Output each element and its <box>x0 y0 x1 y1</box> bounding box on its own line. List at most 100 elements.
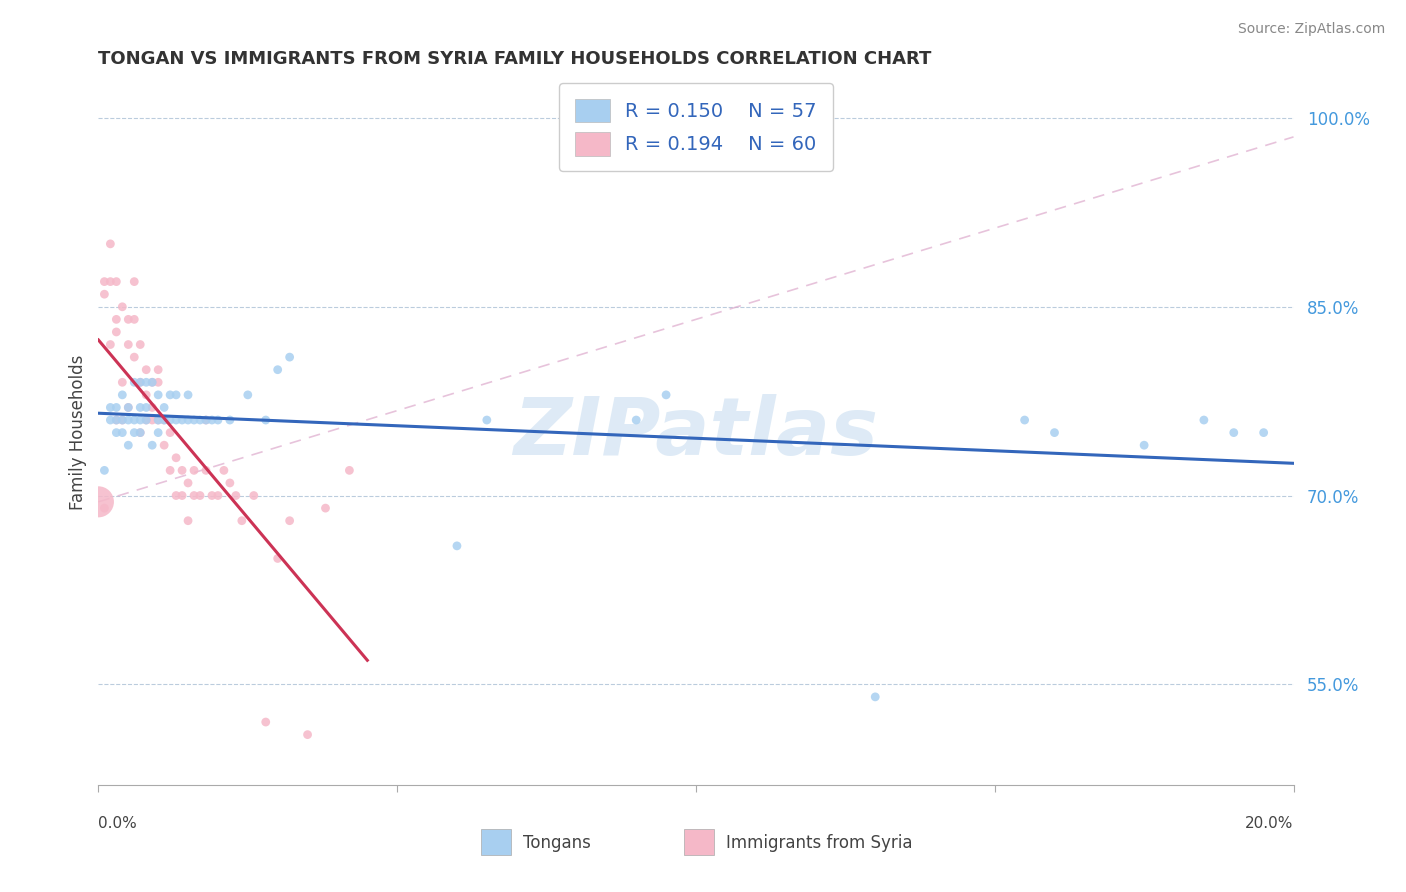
Point <box>865 690 887 704</box>
Point <box>129 425 152 440</box>
Point <box>225 489 247 503</box>
Point <box>111 413 134 427</box>
Point <box>153 438 176 452</box>
Point <box>165 450 187 465</box>
Point <box>117 401 139 415</box>
Point <box>111 413 134 427</box>
Point <box>141 401 163 415</box>
FancyBboxPatch shape <box>481 829 510 855</box>
Point <box>188 489 211 503</box>
Point <box>105 413 128 427</box>
Point <box>159 413 181 427</box>
Legend: R = 0.150    N = 57, R = 0.194    N = 60: R = 0.150 N = 57, R = 0.194 N = 60 <box>560 83 832 171</box>
Point <box>177 413 200 427</box>
Point <box>93 287 115 301</box>
Point <box>124 425 146 440</box>
Point <box>129 425 152 440</box>
Point <box>183 413 205 427</box>
Point <box>135 376 157 390</box>
Point <box>177 388 200 402</box>
Point <box>153 413 176 427</box>
Point <box>267 551 290 566</box>
Point <box>141 438 163 452</box>
Point <box>135 413 157 427</box>
Point <box>111 376 134 390</box>
Point <box>93 275 115 289</box>
Point <box>153 401 176 415</box>
Point <box>141 376 163 390</box>
Point <box>105 401 128 415</box>
Point <box>195 413 218 427</box>
Point <box>297 728 319 742</box>
Point <box>1133 438 1156 452</box>
Point <box>243 489 266 503</box>
Point <box>195 413 218 427</box>
Point <box>111 425 134 440</box>
Point <box>129 376 152 390</box>
Point <box>148 413 170 427</box>
Point <box>165 489 187 503</box>
Point <box>278 350 301 364</box>
Point <box>1253 425 1275 440</box>
Point <box>207 489 229 503</box>
Point <box>124 312 146 326</box>
Point <box>188 413 211 427</box>
Point <box>124 413 146 427</box>
Point <box>98 236 122 251</box>
Point <box>159 463 181 477</box>
Point <box>165 413 187 427</box>
Point <box>105 312 128 326</box>
Point <box>183 489 205 503</box>
Point <box>201 489 224 503</box>
Y-axis label: Family Households: Family Households <box>69 355 87 510</box>
Point <box>141 376 163 390</box>
Point <box>98 275 122 289</box>
Text: Source: ZipAtlas.com: Source: ZipAtlas.com <box>1237 22 1385 37</box>
Point <box>655 388 678 402</box>
Point <box>105 325 128 339</box>
Point <box>315 501 337 516</box>
Point <box>172 489 194 503</box>
Point <box>1043 425 1066 440</box>
Point <box>195 463 218 477</box>
Point <box>165 388 187 402</box>
Point <box>93 463 115 477</box>
Text: ZIPatlas: ZIPatlas <box>513 393 879 472</box>
Point <box>98 337 122 351</box>
Point <box>159 425 181 440</box>
Point <box>153 413 176 427</box>
Point <box>236 388 259 402</box>
Point <box>254 413 277 427</box>
Point <box>183 463 205 477</box>
Point <box>148 388 170 402</box>
Point <box>254 714 277 729</box>
Point <box>124 275 146 289</box>
Point <box>93 501 115 516</box>
Point <box>278 514 301 528</box>
Point <box>219 475 242 490</box>
Point <box>231 514 253 528</box>
Point <box>267 362 290 376</box>
Point <box>148 362 170 376</box>
Point <box>117 312 139 326</box>
Point <box>129 337 152 351</box>
Point <box>172 413 194 427</box>
Point <box>129 401 152 415</box>
Point <box>219 413 242 427</box>
Text: Tongans: Tongans <box>523 834 591 853</box>
Point <box>98 401 122 415</box>
Text: Immigrants from Syria: Immigrants from Syria <box>725 834 912 853</box>
Point <box>148 425 170 440</box>
Point <box>111 300 134 314</box>
Point <box>207 413 229 427</box>
Point <box>212 463 235 477</box>
Point <box>339 463 361 477</box>
Text: TONGAN VS IMMIGRANTS FROM SYRIA FAMILY HOUSEHOLDS CORRELATION CHART: TONGAN VS IMMIGRANTS FROM SYRIA FAMILY H… <box>98 50 932 68</box>
Point <box>129 413 152 427</box>
FancyBboxPatch shape <box>685 829 714 855</box>
Point <box>129 376 152 390</box>
Point <box>105 425 128 440</box>
Point <box>135 362 157 376</box>
Point <box>475 413 498 427</box>
Point <box>159 388 181 402</box>
